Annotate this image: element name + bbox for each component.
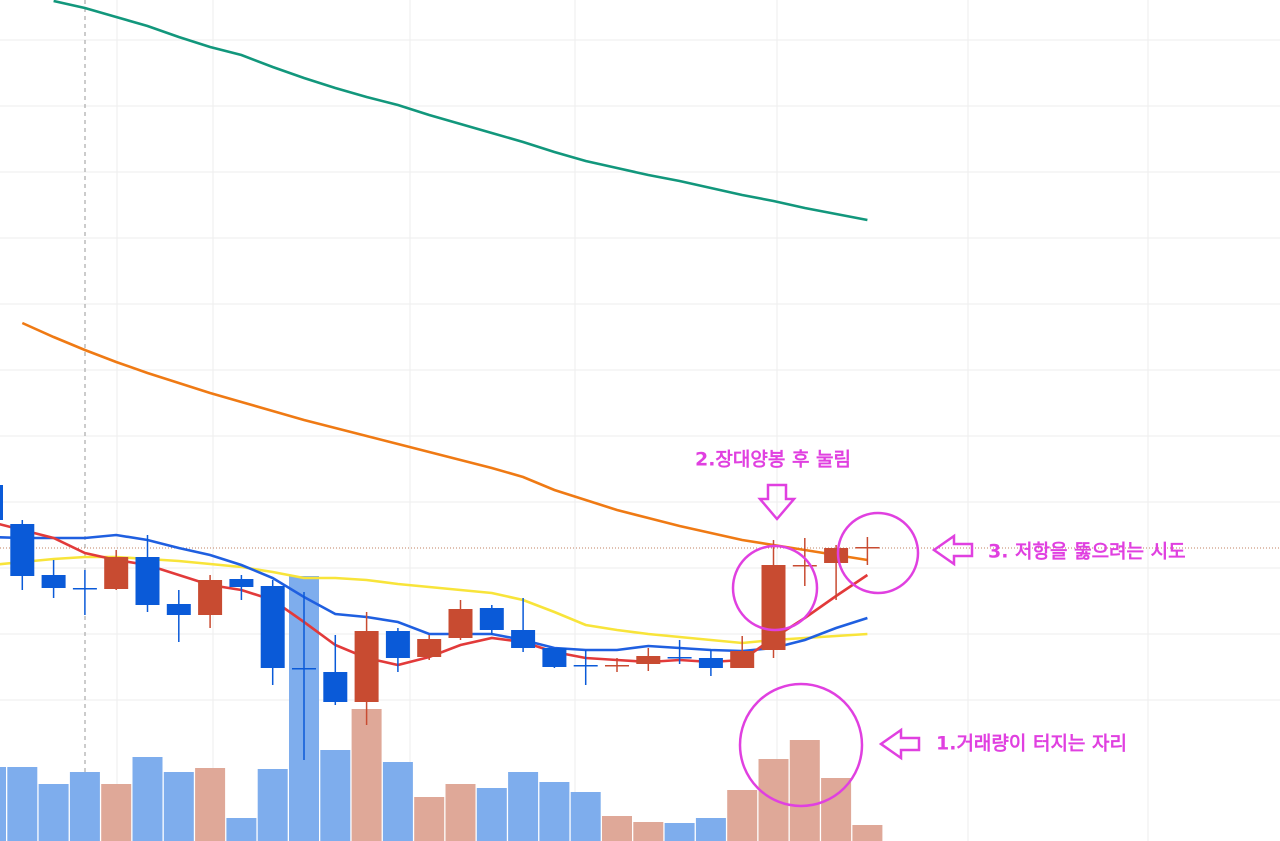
candle-body <box>824 548 849 563</box>
candle-body <box>72 588 97 590</box>
candle-body <box>448 609 473 638</box>
highlight-circle <box>731 544 819 632</box>
arrow-down <box>757 483 797 521</box>
candle-body <box>292 668 316 670</box>
volume-bar <box>132 757 163 841</box>
volume-bar <box>508 772 539 841</box>
volume-bar <box>163 772 194 841</box>
candle-body <box>354 631 379 702</box>
volume-bar <box>195 768 226 841</box>
candle-body <box>323 672 348 702</box>
volume-bar <box>695 818 726 841</box>
volume-bar <box>101 784 132 841</box>
candle-body <box>260 586 285 668</box>
candle-body <box>135 557 160 605</box>
volume-layer <box>0 576 883 841</box>
candle-body <box>166 604 191 615</box>
arrow-left <box>878 727 921 761</box>
candle-body <box>573 665 598 667</box>
candle-body <box>730 651 755 668</box>
candle-body <box>542 648 567 667</box>
volume-bar <box>852 825 883 841</box>
volume-bar <box>789 740 820 841</box>
candle-body <box>0 485 3 520</box>
candle-body <box>104 557 129 589</box>
volume-bar <box>38 784 69 841</box>
candle-body <box>605 665 629 667</box>
annotation-layer <box>731 483 974 808</box>
candle-body <box>198 580 223 615</box>
highlight-circle <box>738 682 864 808</box>
candle-body <box>761 565 786 650</box>
volume-bar <box>257 769 288 841</box>
volume-bar <box>69 772 100 841</box>
volume-bar <box>570 792 601 841</box>
volume-bar <box>414 797 445 841</box>
volume-bar <box>320 750 351 841</box>
moving-average-layer <box>0 0 869 667</box>
candle-body <box>698 658 723 668</box>
volume-bar <box>226 818 257 841</box>
annotation: 3. 저항을 뚫으려는 시도 <box>988 541 1186 563</box>
volume-bar <box>7 767 38 841</box>
volume-bar <box>633 822 664 841</box>
volume-bar <box>664 823 695 841</box>
moving-average-line <box>21 321 868 562</box>
volume-bar <box>445 784 476 841</box>
candle-body <box>229 579 254 587</box>
candle-body <box>636 656 661 664</box>
candle-body <box>667 657 692 659</box>
annotation: 1.거래량이 터지는 자리 <box>936 733 1127 755</box>
volume-bar <box>539 782 570 841</box>
annotation: 2.장대양봉 후 눌림 <box>695 449 851 471</box>
candle-body <box>479 608 504 630</box>
candle-body <box>41 575 66 588</box>
candle-body <box>385 631 410 658</box>
volume-bar <box>727 790 758 841</box>
candle-body <box>10 524 35 576</box>
volume-bar <box>821 778 852 841</box>
candle-body <box>792 565 817 567</box>
volume-bar <box>382 762 413 841</box>
volume-bar <box>0 767 6 841</box>
volume-bar <box>351 709 382 841</box>
moving-average-line <box>53 0 868 222</box>
arrow-left <box>931 533 974 567</box>
volume-bar <box>476 788 507 841</box>
candle-body <box>511 630 536 648</box>
volume-bar <box>602 816 632 841</box>
moving-average-line <box>0 533 868 653</box>
candle-body <box>417 639 442 657</box>
candle-layer <box>0 485 880 760</box>
candle-body <box>855 547 880 549</box>
highlight-circle <box>836 511 920 595</box>
